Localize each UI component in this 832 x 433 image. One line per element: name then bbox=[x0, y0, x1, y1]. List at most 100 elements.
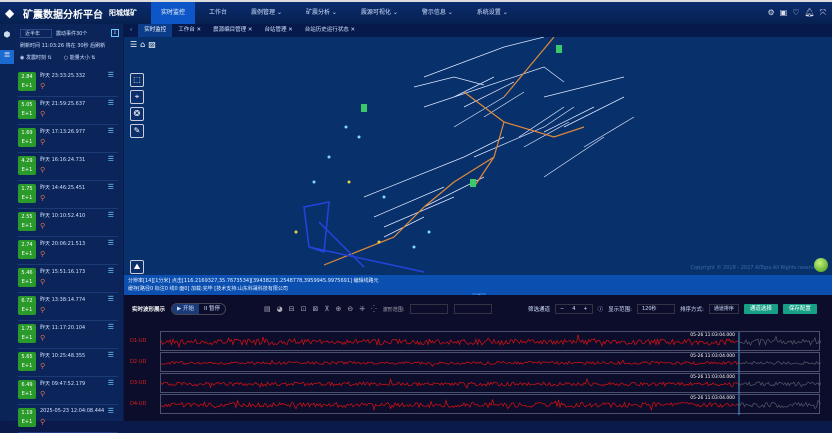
location-pin-icon[interactable]: ⚲ bbox=[40, 138, 45, 146]
waveform-trace[interactable]: 05-26 11:03:04.000 bbox=[160, 394, 820, 414]
sort-energy-radio[interactable]: ○ 能量大小 ⇅ bbox=[64, 54, 96, 61]
waveform-trace[interactable]: 05-26 11:03:04.000 bbox=[160, 373, 820, 393]
menu-icon[interactable]: ☰ bbox=[108, 407, 114, 415]
location-pin-icon[interactable]: ⚲ bbox=[40, 194, 45, 202]
menu-icon[interactable]: ☰ bbox=[108, 267, 114, 275]
nav-item[interactable]: 实时监控 bbox=[151, 2, 195, 24]
event-item[interactable]: 1.19 E+1 2025-05-23 12:04:08.444 ⚲ ☰ bbox=[18, 405, 118, 433]
trace-line bbox=[161, 360, 739, 366]
location-pin-icon[interactable]: ⚲ bbox=[40, 390, 45, 398]
event-item[interactable]: 1.69 E+1 昨天 17:13:26.977 ⚲ ☰ bbox=[18, 125, 118, 153]
export-icon[interactable]: ⇩ bbox=[111, 29, 119, 37]
menu-icon[interactable]: ☰ bbox=[108, 71, 114, 79]
magnitude-badge: 6.49 E+1 bbox=[18, 380, 36, 399]
status-line-2: 缓存[路径0 标注0 线0 面0] 加载:完毕 [技术支持:山东科晟科技有限公司 bbox=[128, 285, 828, 293]
tab[interactable]: 震源编目管理 ✕ bbox=[207, 24, 258, 37]
menu-icon[interactable]: ☰ bbox=[108, 99, 114, 107]
location-pin-icon[interactable]: ⚲ bbox=[40, 306, 45, 314]
palette-icon[interactable]: ◕ bbox=[277, 305, 283, 313]
event-time: 昨天 20:06:21.513 bbox=[40, 240, 85, 247]
nav-item[interactable]: 震例管理 ⌄ bbox=[241, 2, 292, 24]
range-start-input[interactable] bbox=[410, 304, 448, 314]
nav-item[interactable]: 震源可视化 ⌄ bbox=[351, 2, 408, 24]
sort-select[interactable]: 通道排序 bbox=[709, 304, 739, 314]
waveform-panel: 实时波形展示 ▶ 开始 II 暂停 ▤ ◕ ⊟ ⊡ ⊠ ⊼ ⊕ ⊖ ⁜ ⁛ 波形范围: 筛选通… bbox=[124, 295, 832, 421]
event-item[interactable]: 5.05 E+1 昨天 21:59:25.637 ⚲ ☰ bbox=[18, 97, 118, 125]
waveform-trace[interactable]: 05-26 11:03:04.000 bbox=[160, 331, 820, 351]
event-item[interactable]: 6.49 E+1 昨天 09:47:52.179 ⚲ ☰ bbox=[18, 377, 118, 405]
location-pin-icon[interactable]: ⚲ bbox=[40, 250, 45, 258]
menu-icon[interactable]: ☰ bbox=[108, 323, 114, 331]
event-item[interactable]: 2.84 E+1 昨天 23:33:25.332 ⚲ ☰ bbox=[18, 69, 118, 97]
zoom-in-icon[interactable]: ⊕ bbox=[335, 305, 341, 313]
zoom-out-icon[interactable]: ⊖ bbox=[347, 305, 353, 313]
select-channels-button[interactable]: 通道选择 bbox=[744, 304, 778, 314]
expand-icon[interactable]: ⁜ bbox=[359, 305, 365, 313]
database-icon[interactable]: ≣ bbox=[0, 50, 14, 64]
period-select[interactable]: 近半年 bbox=[20, 29, 52, 38]
location-pin-icon[interactable]: ⚲ bbox=[40, 166, 45, 174]
copyright: Copyright © 2018 - 2027 AiTopo.All Right… bbox=[690, 265, 820, 271]
pause-button[interactable]: II 暂停 bbox=[199, 304, 225, 314]
channel-stepper[interactable]: −4 + bbox=[555, 304, 593, 314]
location-pin-icon[interactable]: ⚲ bbox=[40, 418, 45, 426]
layout-2-icon[interactable]: ⊡ bbox=[301, 305, 307, 313]
display-range-select[interactable]: 120秒 bbox=[637, 304, 675, 314]
status-ball-icon[interactable] bbox=[814, 258, 828, 272]
menu-icon[interactable]: ☰ bbox=[108, 239, 114, 247]
settings-icon[interactable]: ⚙ bbox=[768, 8, 775, 18]
info-icon: ⓘ bbox=[598, 305, 604, 313]
cube-icon[interactable]: ⬢ bbox=[0, 30, 14, 44]
screen-icon[interactable]: ▣ bbox=[780, 8, 788, 18]
menu-icon[interactable]: ☰ bbox=[108, 155, 114, 163]
tabs-prev-icon[interactable]: ‹ bbox=[124, 24, 138, 37]
magnitude-badge: 5.46 E+1 bbox=[18, 268, 36, 287]
nav-item[interactable]: 警示信息 ⌄ bbox=[412, 2, 463, 24]
event-item[interactable]: 2.74 E+1 昨天 20:06:21.513 ⚲ ☰ bbox=[18, 237, 118, 265]
status-line-1: 分辨率[14][1分米] 点击[116.2169327,35.7673534][… bbox=[128, 277, 828, 285]
sort-time-radio[interactable]: ◉ 发震时刻 ⇅ bbox=[20, 54, 52, 61]
event-item[interactable]: 2.55 E+1 昨天 10:10:52.410 ⚲ ☰ bbox=[18, 209, 118, 237]
menu-icon[interactable]: ☰ bbox=[108, 127, 114, 135]
menu-icon[interactable]: ☰ bbox=[108, 295, 114, 303]
fullscreen-icon[interactable]: ⤧ bbox=[820, 8, 826, 18]
event-item[interactable]: 5.46 E+1 昨天 15:51:16.173 ⚲ ☰ bbox=[18, 265, 118, 293]
event-item[interactable]: 6.72 E+1 昨天 13:38:14.774 ⚲ ☰ bbox=[18, 293, 118, 321]
location-pin-icon[interactable]: ⚲ bbox=[40, 362, 45, 370]
menu-icon[interactable]: ☰ bbox=[108, 211, 114, 219]
tab[interactable]: 实时监控 bbox=[138, 24, 172, 37]
event-item[interactable]: 1.75 E+1 昨天 11:17:20.104 ⚲ ☰ bbox=[18, 321, 118, 349]
channel-filter[interactable]: 筛选通道 bbox=[528, 305, 550, 313]
location-pin-icon[interactable]: ⚲ bbox=[40, 222, 45, 230]
menu-icon[interactable]: ☰ bbox=[108, 183, 114, 191]
mine-name: 阳城煤矿 bbox=[109, 8, 137, 18]
location-pin-icon[interactable]: ⚲ bbox=[40, 110, 45, 118]
mine-map[interactable]: ☰ ⌂ ▨ ⬚ ⌖ ❂ ✎ ⛰ Copyright © 2018 - 2027 Ai… bbox=[124, 37, 832, 275]
layout-1-icon[interactable]: ⊟ bbox=[289, 305, 295, 313]
start-button[interactable]: ▶ 开始 bbox=[172, 304, 199, 314]
event-item[interactable]: 4.29 E+1 昨天 16:16:24.731 ⚲ ☰ bbox=[18, 153, 118, 181]
nav-item[interactable]: 系统设置 ⌄ bbox=[467, 2, 518, 24]
tab[interactable]: 台站管理 ✕ bbox=[258, 24, 298, 37]
save-config-button[interactable]: 保存配置 bbox=[783, 304, 817, 314]
layout-3-icon[interactable]: ⊠ bbox=[312, 305, 318, 313]
align-icon[interactable]: ⊼ bbox=[324, 305, 329, 313]
menu-icon[interactable]: ☰ bbox=[108, 351, 114, 359]
shrink-icon[interactable]: ⁛ bbox=[371, 305, 377, 313]
calendar-icon[interactable]: ▤ bbox=[264, 305, 271, 313]
range-end-input[interactable] bbox=[454, 304, 492, 314]
location-pin-icon[interactable]: ⚲ bbox=[40, 82, 45, 90]
tab[interactable]: 台站历史运行状态 ✕ bbox=[299, 24, 361, 37]
event-item[interactable]: 5.65 E+1 昨天 10:25:48.355 ⚲ ☰ bbox=[18, 349, 118, 377]
waveform-trace[interactable]: 05-26 11:03:04.000 bbox=[160, 352, 820, 372]
location-pin-icon[interactable]: ⚲ bbox=[40, 334, 45, 342]
menu-icon[interactable]: ☰ bbox=[108, 379, 114, 387]
event-item[interactable]: 1.75 E+1 昨天 14:46:25.451 ⚲ ☰ bbox=[18, 181, 118, 209]
nav-item[interactable]: 矿震分析 ⌄ bbox=[296, 2, 347, 24]
bell-icon[interactable]: 🔔︎ bbox=[804, 8, 814, 18]
channel-label: D4-UD bbox=[130, 401, 146, 407]
heart-icon[interactable]: ♡ bbox=[792, 8, 799, 18]
nav-item[interactable]: 工作台 bbox=[199, 2, 237, 24]
tab[interactable]: 工作台 ✕ bbox=[172, 24, 207, 37]
location-pin-icon[interactable]: ⚲ bbox=[40, 278, 45, 286]
